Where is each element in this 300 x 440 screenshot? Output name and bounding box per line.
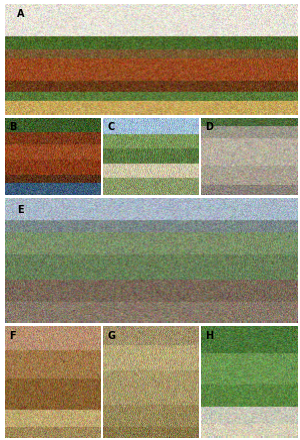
Text: C: C — [107, 122, 115, 132]
Text: A: A — [17, 9, 25, 19]
Text: G: G — [107, 331, 115, 341]
Text: D: D — [205, 122, 213, 132]
Text: E: E — [17, 205, 24, 215]
Text: F: F — [9, 331, 16, 341]
Text: H: H — [205, 331, 213, 341]
Text: B: B — [9, 122, 16, 132]
